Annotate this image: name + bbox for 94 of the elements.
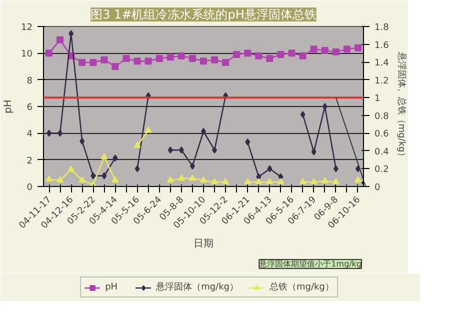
point: [90, 59, 97, 66]
point: [144, 58, 152, 65]
point: [212, 146, 218, 154]
point: [222, 178, 230, 184]
y2-tick-label: 0.6: [374, 130, 390, 140]
y2-tick-label: 0.4: [374, 147, 390, 158]
legend-label: 总铁（mg/kg）: [270, 281, 334, 294]
y-axis-title: pH: [3, 100, 14, 114]
y-tick-label: 6: [26, 103, 33, 113]
y-tick-label: 2: [26, 156, 33, 166]
point: [168, 146, 173, 154]
point: [78, 176, 86, 183]
point: [100, 56, 108, 64]
point: [112, 63, 119, 70]
y2-tick-label: 1.6: [374, 40, 390, 51]
point: [134, 142, 141, 148]
point: [244, 178, 252, 184]
point: [300, 111, 306, 118]
y2-tick-label: 0.2: [374, 165, 389, 176]
point: [56, 36, 64, 44]
point: [256, 173, 262, 180]
point: [166, 54, 174, 61]
y-tick-label: 0: [26, 183, 33, 193]
point: [343, 46, 350, 53]
point: [233, 51, 240, 58]
point: [277, 178, 284, 184]
y2-axis-title: 悬浮固体、总铁（mg/kg）: [396, 50, 407, 162]
point: [178, 146, 184, 154]
point: [333, 165, 338, 172]
point: [244, 50, 252, 57]
point: [112, 154, 118, 162]
legend-label: pH: [105, 281, 119, 293]
point: [322, 103, 328, 110]
point: [134, 58, 141, 65]
point: [354, 44, 362, 52]
y2-tick-label: 1.8: [374, 23, 390, 33]
y-tick-label: 10: [21, 50, 33, 60]
point: [178, 52, 185, 60]
point: [266, 178, 274, 184]
y2-tick-label: 1.2: [374, 76, 389, 86]
point: [100, 153, 108, 160]
point: [156, 55, 163, 62]
point: [321, 47, 328, 54]
point: [299, 178, 306, 184]
point: [102, 172, 107, 180]
point: [332, 178, 340, 184]
x-axis-title: 日期: [194, 237, 214, 250]
chart-title: 图3 1#机组冷冻水系统的pH悬浮固体总铁: [90, 8, 316, 22]
point: [68, 30, 74, 38]
point: [277, 51, 284, 58]
y-tick-label: 4: [26, 130, 33, 140]
y2-tick-label: 1: [374, 94, 380, 104]
point: [56, 176, 64, 183]
y-tick-label: 8: [26, 76, 33, 86]
point: [267, 165, 272, 172]
point: [299, 52, 306, 60]
y2-tick-label: 1.4: [374, 58, 390, 69]
point: [332, 48, 340, 56]
point: [188, 55, 196, 62]
point: [255, 52, 262, 60]
point: [245, 138, 250, 146]
point: [310, 178, 318, 184]
point: [112, 176, 119, 183]
y2-tick-label: 0.8: [374, 112, 390, 122]
point: [288, 50, 296, 57]
point: [90, 172, 96, 180]
point: [78, 59, 86, 66]
point: [188, 174, 196, 181]
point: [46, 175, 53, 182]
point: [80, 138, 85, 145]
point: [200, 58, 207, 65]
point: [46, 130, 52, 137]
y-tick-label: 12: [21, 23, 32, 33]
point: [144, 126, 152, 133]
point: [122, 55, 130, 62]
legend-label: 悬浮固体（mg/kg）: [156, 281, 238, 294]
point: [58, 130, 63, 137]
point: [222, 59, 230, 66]
point: [354, 176, 362, 183]
point: [178, 174, 185, 181]
point: [311, 148, 316, 156]
point: [46, 50, 53, 57]
point: [166, 176, 174, 183]
point: [211, 178, 218, 184]
y2-tick-label: 0: [374, 183, 380, 193]
point: [255, 178, 262, 184]
point: [190, 162, 195, 170]
point: [200, 176, 207, 183]
point: [321, 177, 328, 184]
point: [211, 56, 218, 64]
point: [134, 165, 140, 172]
point: [68, 166, 75, 172]
point: [266, 55, 274, 62]
point: [310, 46, 318, 53]
